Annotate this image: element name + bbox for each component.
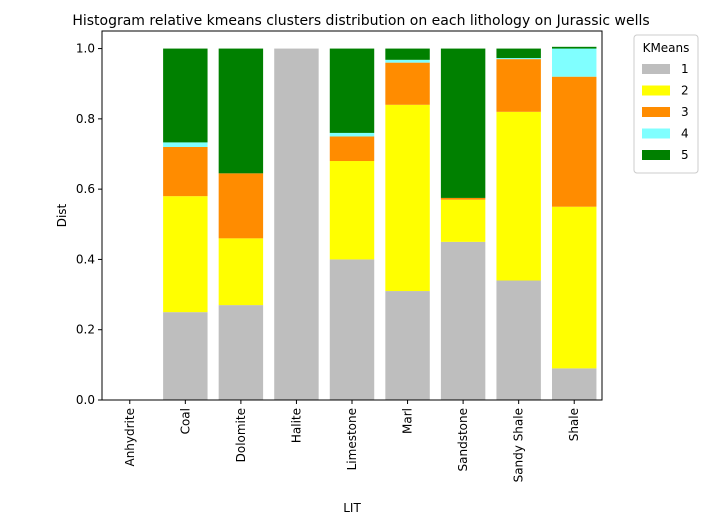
legend-swatch-1 xyxy=(642,64,670,74)
x-tick-label: Halite xyxy=(289,408,303,443)
bar-limestone-cluster-1 xyxy=(329,259,375,400)
bar-coal-cluster-2 xyxy=(163,196,208,313)
bar-sandy-shale-cluster-4 xyxy=(496,58,541,60)
bar-coal-cluster-3 xyxy=(163,146,208,197)
bar-coal-cluster-5 xyxy=(163,48,208,143)
bar-halite-cluster-1 xyxy=(274,48,319,400)
bar-sandy-shale-cluster-3 xyxy=(496,59,541,112)
legend-label-4: 4 xyxy=(681,127,689,141)
bar-marl-cluster-4 xyxy=(385,59,430,63)
legend-swatch-4 xyxy=(642,128,670,139)
bar-limestone-cluster-3 xyxy=(329,136,375,162)
x-axis-label: LIT xyxy=(343,501,361,515)
legend-label-1: 1 xyxy=(681,62,689,76)
y-tick-label: 0.6 xyxy=(76,182,95,196)
bar-sandstone-cluster-1 xyxy=(440,241,486,400)
bar-coal-cluster-4 xyxy=(163,142,208,147)
bar-sandstone-cluster-2 xyxy=(440,199,486,242)
bar-sandy-shale-cluster-5 xyxy=(496,48,541,59)
legend-label-3: 3 xyxy=(681,105,689,119)
bars-group xyxy=(163,46,597,400)
y-axis-label: Dist xyxy=(55,203,69,227)
bar-limestone-cluster-4 xyxy=(329,132,375,137)
bar-dolomite-cluster-3 xyxy=(218,173,264,239)
y-tick-label: 1.0 xyxy=(76,42,95,56)
x-tick-label: Limestone xyxy=(345,408,359,470)
x-tick-label: Coal xyxy=(178,408,192,434)
bar-marl-cluster-2 xyxy=(385,104,430,292)
bar-marl-cluster-1 xyxy=(385,291,430,400)
bar-shale-cluster-1 xyxy=(552,368,597,400)
x-tick-label: Anhydrite xyxy=(123,408,137,467)
legend-swatch-5 xyxy=(642,150,670,160)
bar-sandstone-cluster-5 xyxy=(440,48,486,198)
legend-swatch-3 xyxy=(642,107,670,117)
bar-sandstone-cluster-3 xyxy=(440,197,486,200)
x-tick-label: Shale xyxy=(567,408,581,441)
y-tick-label: 0.4 xyxy=(76,252,95,266)
x-tick-label: Sandy Shale xyxy=(512,408,526,482)
legend-title: KMeans xyxy=(643,41,690,55)
x-axis: Anhydrite Coal Dolomite Halite Limestone Marl… xyxy=(123,400,581,482)
y-tick-label: 0.8 xyxy=(76,112,95,126)
bar-dolomite-cluster-1 xyxy=(218,305,264,400)
legend-label-5: 5 xyxy=(681,148,689,162)
x-tick-label: Sandstone xyxy=(456,408,470,471)
bar-dolomite-cluster-2 xyxy=(218,238,264,306)
bar-shale-cluster-4 xyxy=(552,48,597,77)
legend: KMeans 1 2 3 4 5 xyxy=(633,34,699,174)
bar-limestone-cluster-5 xyxy=(329,48,375,133)
bar-limestone-cluster-2 xyxy=(329,161,375,260)
y-tick-label: 0.0 xyxy=(76,393,95,407)
bar-coal-cluster-1 xyxy=(163,312,208,400)
x-tick-label: Dolomite xyxy=(234,408,248,462)
bar-shale-cluster-2 xyxy=(552,206,597,369)
bar-dolomite-cluster-5 xyxy=(218,48,264,174)
y-axis: 0.0 0.2 0.4 0.6 0.8 1.0 xyxy=(76,42,102,407)
x-tick-label: Marl xyxy=(401,408,415,434)
chart-title: Histogram relative kmeans clusters distr… xyxy=(72,13,649,29)
bar-shale-cluster-3 xyxy=(552,76,597,207)
legend-label-2: 2 xyxy=(681,84,689,98)
bar-marl-cluster-3 xyxy=(385,62,430,105)
bar-shale-cluster-5 xyxy=(552,46,597,49)
bar-sandy-shale-cluster-2 xyxy=(496,111,541,281)
bar-marl-cluster-5 xyxy=(385,48,430,60)
y-tick-label: 0.2 xyxy=(76,323,95,337)
legend-swatch-2 xyxy=(642,85,670,96)
bar-sandy-shale-cluster-1 xyxy=(496,280,541,400)
